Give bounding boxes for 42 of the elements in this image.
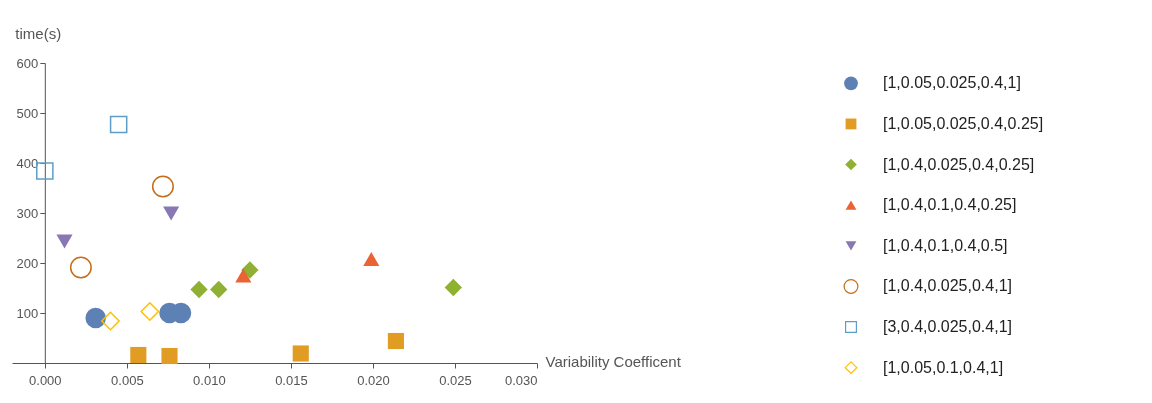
point [210, 280, 228, 299]
y-tick-label: 200 [16, 255, 39, 271]
y-tick-label: 100 [16, 305, 39, 321]
x-tick-label: 0.020 [357, 372, 390, 388]
legend-label: [1,0.4,0.1,0.4,0.5] [883, 236, 1008, 254]
point [151, 175, 174, 198]
y-tick-label: 300 [16, 205, 39, 221]
point [109, 115, 128, 134]
legend-label: [1,0.05,0.025,0.4,1] [883, 74, 1021, 92]
point [241, 261, 259, 279]
point [363, 252, 380, 266]
point [161, 347, 178, 365]
x-tick-label: 0.000 [29, 372, 62, 388]
point [163, 206, 180, 221]
point [235, 268, 252, 283]
x-tick-label: 0.005 [111, 372, 144, 388]
y-tick-label: 600 [16, 55, 39, 71]
point [101, 311, 120, 331]
point [292, 345, 309, 362]
x-tick-label: 0.010 [193, 372, 226, 388]
x-tick-label: 0.015 [275, 372, 308, 388]
legend-label: [1,0.4,0.1,0.4,0.25] [883, 196, 1017, 214]
legend-label: [1,0.4,0.025,0.4,1] [883, 277, 1012, 295]
point [36, 162, 54, 180]
point [85, 307, 106, 329]
point [190, 280, 208, 299]
x-tick-label: 0.025 [439, 372, 472, 388]
y-axis-title: time(s) [15, 24, 62, 42]
y-tick-label: 500 [16, 105, 39, 121]
legend-label: [1,0.05,0.025,0.4,0.25] [883, 114, 1044, 132]
legend-label: [1,0.05,0.1,0.4,1] [883, 358, 1004, 376]
point [444, 278, 462, 297]
x-axis-title: Variability Coefficent [545, 352, 682, 370]
point [69, 256, 92, 279]
point [140, 302, 160, 321]
point [387, 332, 404, 350]
point [56, 234, 73, 249]
legend-label: [3,0.4,0.025,0.4,1] [883, 318, 1012, 336]
point [130, 346, 147, 364]
legend-label: [1,0.4,0.025,0.4,0.25] [883, 155, 1035, 173]
x-tick-label: 0.030 [504, 372, 538, 388]
y-tick-label: 400 [16, 155, 39, 171]
